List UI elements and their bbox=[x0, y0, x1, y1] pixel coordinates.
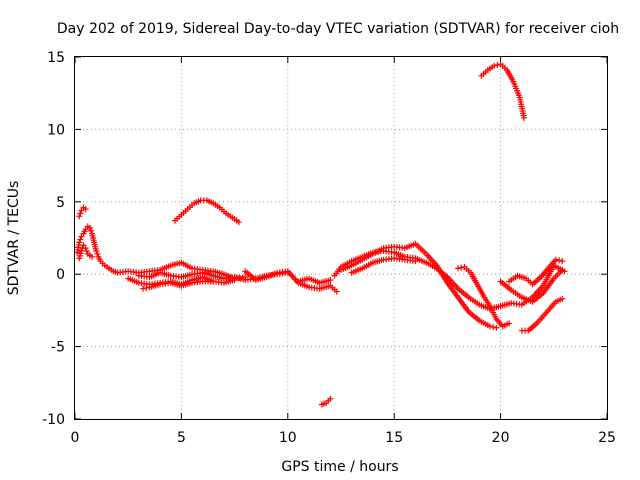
data-point bbox=[559, 266, 566, 273]
data-point bbox=[521, 114, 528, 121]
y-tick-label: 15 bbox=[47, 50, 65, 66]
data-point bbox=[93, 248, 100, 255]
data-point bbox=[89, 253, 96, 260]
data-point bbox=[559, 295, 566, 302]
x-tick-label: 15 bbox=[385, 430, 403, 446]
data-point bbox=[556, 257, 563, 264]
x-tick-label: 20 bbox=[492, 430, 510, 446]
y-tick-label: 0 bbox=[56, 267, 65, 283]
data-point bbox=[458, 264, 465, 271]
data-point bbox=[412, 258, 419, 265]
data-point bbox=[491, 62, 498, 69]
data-point bbox=[327, 395, 334, 402]
y-tick-label: 10 bbox=[47, 122, 65, 138]
data-point bbox=[235, 219, 242, 226]
data-point bbox=[76, 213, 83, 220]
x-tick-label: 25 bbox=[598, 430, 616, 446]
data-markers bbox=[74, 61, 568, 408]
data-point bbox=[77, 236, 84, 243]
data-point bbox=[78, 248, 85, 255]
data-point bbox=[506, 320, 513, 327]
data-point bbox=[493, 324, 500, 331]
data-point bbox=[210, 278, 217, 285]
x-tick-label: 0 bbox=[71, 430, 80, 446]
x-tick-label: 5 bbox=[177, 430, 186, 446]
axis-ticks: 0 5 10 15 20 25 -10 -5 0 5 10 15 bbox=[42, 50, 616, 446]
data-point bbox=[83, 248, 90, 255]
data-point bbox=[140, 285, 147, 292]
y-tick-label: -10 bbox=[42, 412, 65, 428]
plot-frame bbox=[74, 56, 608, 420]
data-point bbox=[87, 227, 94, 234]
data-point bbox=[143, 284, 150, 291]
grid bbox=[75, 57, 607, 419]
data-point bbox=[455, 265, 462, 272]
data-point bbox=[327, 276, 334, 283]
x-tick-label: 10 bbox=[279, 430, 297, 446]
data-point bbox=[486, 323, 493, 330]
data-point bbox=[333, 288, 340, 295]
data-point bbox=[494, 61, 501, 68]
data-point bbox=[82, 206, 89, 213]
chart-title: Day 202 of 2019, Sidereal Day-to-day VTE… bbox=[57, 21, 619, 37]
data-point bbox=[559, 258, 566, 265]
data-point bbox=[552, 256, 559, 263]
x-axis-label: GPS time / hours bbox=[281, 459, 398, 475]
data-point bbox=[490, 324, 497, 331]
data-point bbox=[94, 250, 101, 257]
y-axis-label: SDTVAR / TECUs bbox=[6, 181, 22, 296]
y-tick-label: 5 bbox=[56, 195, 65, 211]
data-point bbox=[82, 245, 89, 252]
data-point bbox=[77, 210, 84, 217]
data-point bbox=[76, 239, 83, 246]
y-tick-label: -5 bbox=[51, 340, 65, 356]
data-point bbox=[86, 224, 93, 231]
